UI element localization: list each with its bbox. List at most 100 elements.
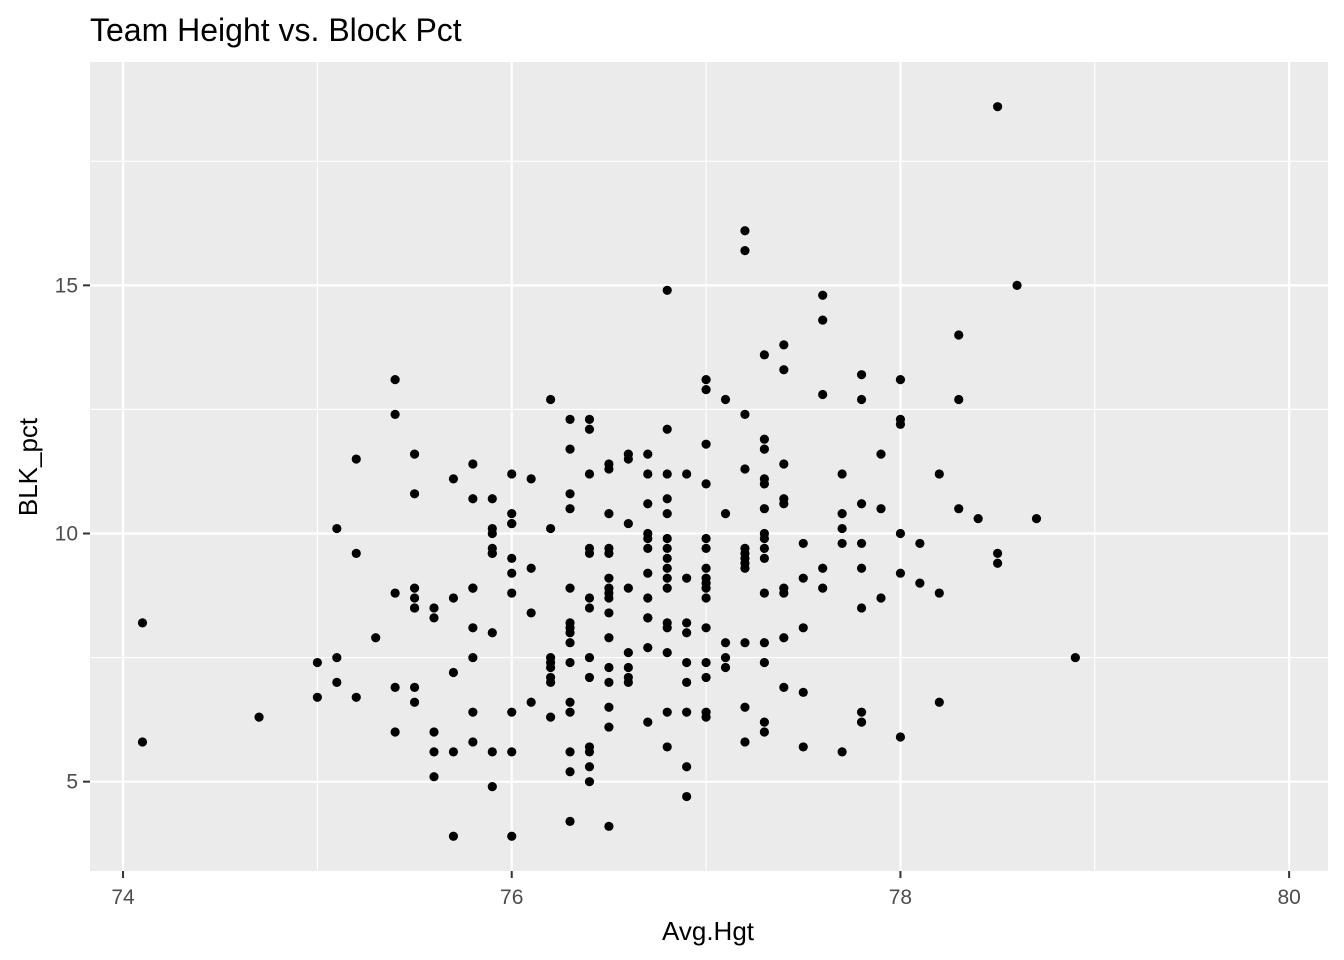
data-point bbox=[740, 563, 750, 573]
data-point bbox=[701, 593, 711, 603]
data-point bbox=[584, 424, 595, 434]
data-point bbox=[798, 687, 808, 697]
data-point bbox=[856, 394, 867, 405]
x-axis-title: Avg.Hgt bbox=[662, 916, 755, 946]
y-axis: 5 10 15 bbox=[55, 274, 90, 794]
data-point bbox=[604, 548, 614, 558]
data-point bbox=[604, 633, 614, 643]
data-point bbox=[759, 504, 769, 514]
data-point bbox=[662, 494, 672, 504]
data-point bbox=[312, 657, 322, 668]
data-point bbox=[604, 608, 614, 618]
data-point bbox=[584, 469, 595, 479]
data-point bbox=[759, 444, 769, 454]
data-point bbox=[487, 528, 497, 539]
data-point bbox=[779, 365, 789, 375]
data-point bbox=[856, 370, 867, 380]
data-point bbox=[759, 727, 769, 737]
data-point bbox=[332, 677, 342, 687]
data-point bbox=[662, 533, 672, 544]
x-tick-label: 74 bbox=[111, 886, 135, 909]
data-point bbox=[701, 583, 711, 593]
data-point bbox=[584, 548, 595, 558]
chart-title: Team Height vs. Block Pct bbox=[90, 12, 462, 48]
data-point bbox=[448, 747, 459, 757]
data-point bbox=[604, 821, 614, 831]
data-point bbox=[137, 737, 148, 747]
data-point bbox=[720, 394, 731, 405]
data-point bbox=[701, 563, 711, 573]
data-point bbox=[895, 732, 906, 742]
data-point bbox=[468, 583, 478, 593]
data-point bbox=[584, 762, 595, 772]
data-point bbox=[390, 588, 400, 598]
data-point bbox=[409, 583, 420, 593]
data-point bbox=[779, 633, 789, 643]
y-tick-label: 10 bbox=[55, 523, 78, 546]
data-point bbox=[993, 558, 1003, 568]
data-point bbox=[565, 816, 575, 826]
data-point bbox=[584, 747, 595, 757]
data-point bbox=[856, 707, 867, 717]
data-point bbox=[701, 384, 711, 395]
data-point bbox=[448, 593, 459, 603]
data-point bbox=[643, 499, 653, 509]
data-point bbox=[934, 697, 944, 707]
y-tick-label: 15 bbox=[55, 274, 78, 297]
data-point bbox=[954, 330, 964, 340]
data-point bbox=[487, 747, 497, 757]
data-point bbox=[643, 469, 653, 479]
data-point bbox=[448, 831, 459, 841]
data-point bbox=[643, 449, 653, 459]
data-point bbox=[682, 618, 692, 628]
data-point bbox=[798, 538, 808, 549]
data-point bbox=[1012, 280, 1022, 290]
data-point bbox=[604, 662, 614, 673]
data-point bbox=[565, 489, 575, 499]
data-point bbox=[662, 623, 672, 633]
data-point bbox=[604, 509, 614, 519]
data-point bbox=[507, 568, 517, 578]
data-point bbox=[643, 717, 653, 727]
data-point bbox=[623, 648, 633, 658]
data-point bbox=[565, 414, 575, 424]
data-point bbox=[662, 573, 672, 583]
data-point bbox=[332, 523, 342, 534]
data-point bbox=[1031, 514, 1042, 524]
data-point bbox=[507, 518, 517, 529]
data-point bbox=[837, 747, 847, 757]
data-point bbox=[409, 682, 420, 692]
data-point bbox=[701, 439, 711, 449]
data-point bbox=[895, 375, 906, 385]
data-point bbox=[584, 777, 595, 787]
data-point bbox=[818, 389, 828, 400]
data-point bbox=[837, 469, 847, 479]
data-point bbox=[643, 613, 653, 623]
data-point bbox=[662, 583, 672, 593]
data-point bbox=[662, 563, 672, 573]
data-point bbox=[740, 246, 750, 256]
data-point bbox=[837, 509, 847, 519]
data-point bbox=[584, 414, 595, 424]
data-point bbox=[565, 583, 575, 593]
data-point bbox=[448, 474, 459, 484]
data-point bbox=[546, 394, 556, 405]
data-point bbox=[895, 528, 906, 539]
y-axis-title: BLK_pct bbox=[13, 417, 43, 516]
data-point bbox=[973, 514, 983, 524]
data-point bbox=[759, 657, 769, 668]
data-point bbox=[662, 543, 672, 553]
data-point bbox=[390, 375, 400, 385]
data-point bbox=[604, 588, 614, 598]
data-point bbox=[701, 623, 711, 633]
data-point bbox=[584, 603, 595, 613]
data-point bbox=[740, 226, 750, 236]
data-point bbox=[312, 692, 322, 702]
data-point bbox=[759, 588, 769, 598]
data-point bbox=[487, 548, 497, 558]
data-point bbox=[565, 444, 575, 454]
data-point bbox=[409, 593, 420, 603]
data-point bbox=[584, 593, 595, 603]
data-point bbox=[565, 623, 575, 633]
